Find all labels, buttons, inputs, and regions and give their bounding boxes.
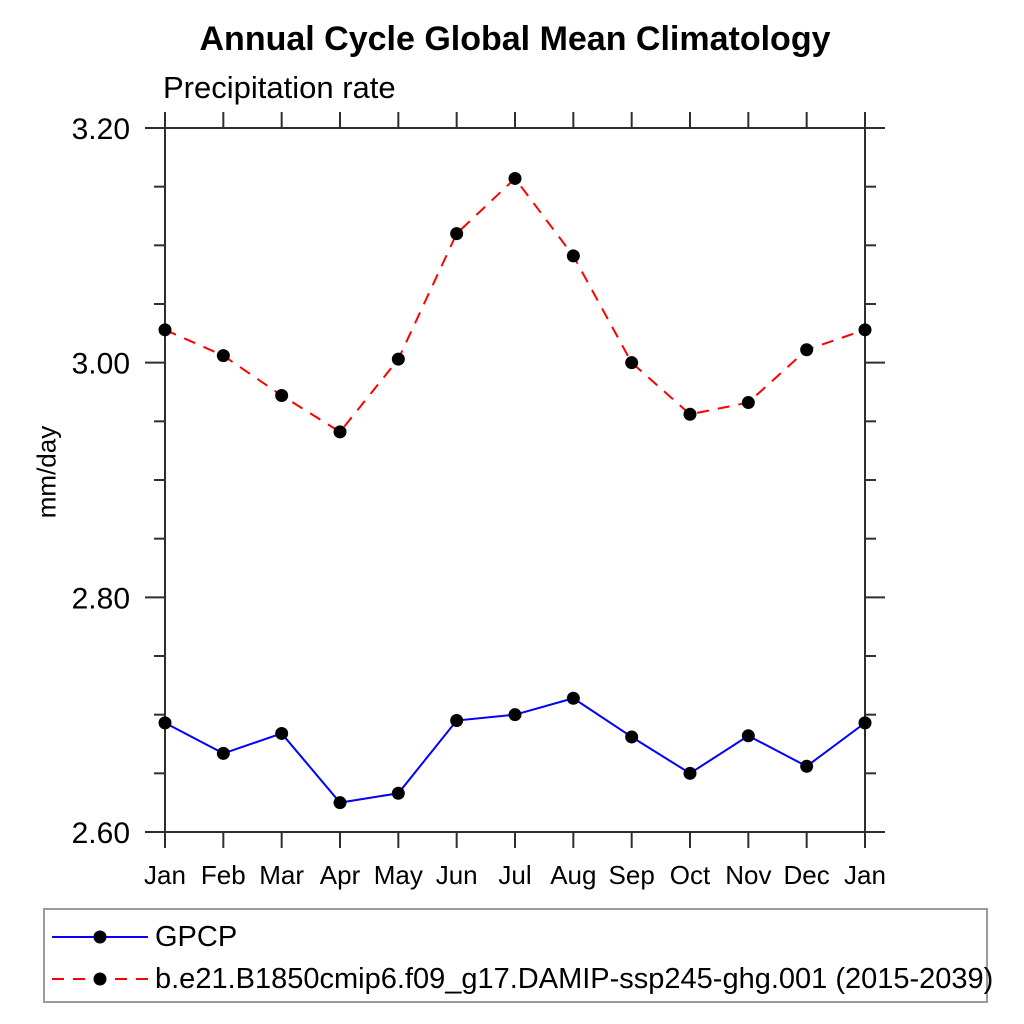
legend-swatch-model <box>52 972 148 986</box>
legend-marker-gpcp <box>93 930 107 944</box>
data-point-1 <box>275 389 289 403</box>
data-point-0 <box>450 714 464 728</box>
x-tick-label: Jan <box>844 860 886 890</box>
data-point-0 <box>683 766 697 780</box>
y-tick-label: 3.20 <box>72 113 130 146</box>
x-tick-label: Oct <box>670 860 711 890</box>
legend-label-model: b.e21.B1850cmip6.f09_g17.DAMIP-ssp245-gh… <box>155 962 994 995</box>
data-point-1 <box>683 407 697 421</box>
x-tick-label: Jul <box>498 860 531 890</box>
data-point-0 <box>625 730 639 744</box>
data-point-0 <box>508 708 522 722</box>
plot-border <box>164 127 866 833</box>
data-point-0 <box>858 716 872 730</box>
data-point-1 <box>158 323 172 337</box>
legend-item-model: b.e21.B1850cmip6.f09_g17.DAMIP-ssp245-gh… <box>50 962 994 995</box>
data-point-1 <box>333 425 347 439</box>
legend-swatch-gpcp <box>52 930 148 944</box>
x-tick-label: Apr <box>320 860 361 890</box>
data-point-1 <box>566 249 580 263</box>
x-tick-label: Jan <box>144 860 186 890</box>
data-point-0 <box>800 759 814 773</box>
data-point-0 <box>216 746 230 760</box>
data-point-1 <box>391 352 405 366</box>
y-tick-label: 2.60 <box>72 817 130 850</box>
data-point-1 <box>800 343 814 357</box>
data-point-0 <box>741 729 755 743</box>
legend-label-gpcp: GPCP <box>155 920 238 953</box>
series-line-1 <box>164 176 866 434</box>
x-tick-label: Sep <box>609 860 655 890</box>
x-tick-label: Jun <box>436 860 478 890</box>
legend-marker-model <box>93 972 107 986</box>
chart-title: Annual Cycle Global Mean Climatology <box>199 20 831 58</box>
data-point-0 <box>275 726 289 740</box>
data-point-1 <box>625 356 639 370</box>
data-point-0 <box>158 716 172 730</box>
x-tick-label: Mar <box>259 860 304 890</box>
data-point-0 <box>566 691 580 705</box>
data-point-1 <box>216 349 230 363</box>
x-tick-label: May <box>374 860 423 890</box>
x-tick-label: Feb <box>201 860 246 890</box>
data-point-1 <box>741 396 755 410</box>
x-tick-label: Nov <box>725 860 771 890</box>
data-point-1 <box>508 171 522 185</box>
data-point-0 <box>391 786 405 800</box>
legend-item-gpcp: GPCP <box>50 920 238 953</box>
x-tick-label: Aug <box>550 860 596 890</box>
data-point-1 <box>858 323 872 337</box>
data-point-1 <box>450 227 464 241</box>
x-tick-label: Dec <box>784 860 830 890</box>
data-point-0 <box>333 796 347 810</box>
legend-box: GPCP b.e21.B1850cmip6.f09_g17.DAMIP-ssp2… <box>43 908 993 1003</box>
y-tick-label: 2.80 <box>72 582 130 615</box>
chart-subtitle: Precipitation rate <box>163 70 396 105</box>
y-tick-label: 3.00 <box>72 348 130 381</box>
